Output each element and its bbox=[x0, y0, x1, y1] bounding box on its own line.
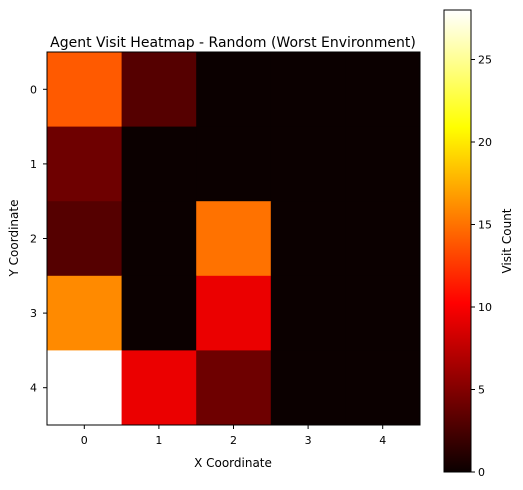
chart-title: Agent Visit Heatmap - Random (Worst Envi… bbox=[50, 35, 416, 51]
colorbar-tick-label: 20 bbox=[478, 136, 492, 149]
heatmap-cell bbox=[270, 350, 346, 426]
heatmap-cell bbox=[345, 52, 421, 128]
y-axis-ticks: 0 1 2 3 4 bbox=[30, 83, 47, 395]
heatmap-cell bbox=[47, 350, 123, 426]
heatmap-cell bbox=[121, 201, 197, 277]
colorbar-tick-label: 0 bbox=[478, 466, 485, 479]
heatmap-cell bbox=[121, 350, 197, 426]
heatmap-cell bbox=[47, 126, 123, 202]
y-tick-label: 2 bbox=[30, 233, 37, 246]
heatmap-cell bbox=[270, 126, 346, 202]
y-tick-label: 1 bbox=[30, 158, 37, 171]
y-tick-label: 0 bbox=[30, 83, 37, 96]
colorbar-tick-label: 5 bbox=[478, 384, 485, 397]
colorbar-ticks: 0 5 10 15 20 25 bbox=[471, 54, 492, 479]
heatmap-cell bbox=[345, 126, 421, 202]
y-axis-label: Y Coordinate bbox=[7, 200, 21, 278]
heatmap-cell bbox=[196, 275, 272, 351]
heatmap-cell bbox=[121, 126, 197, 202]
heatmap-cell bbox=[121, 275, 197, 351]
colorbar-tick-label: 25 bbox=[478, 54, 492, 67]
x-axis-ticks: 0 1 2 3 4 bbox=[81, 425, 386, 447]
heatmap-cell bbox=[196, 126, 272, 202]
heatmap-cell bbox=[47, 275, 123, 351]
heatmap-cell bbox=[270, 275, 346, 351]
x-tick-label: 0 bbox=[81, 434, 88, 447]
x-axis-label: X Coordinate bbox=[194, 456, 272, 470]
colorbar-tick-label: 15 bbox=[478, 219, 492, 232]
heatmap-cell bbox=[47, 52, 123, 128]
y-tick-label: 3 bbox=[30, 307, 37, 320]
colorbar-label: Visit Count bbox=[500, 208, 514, 273]
heatmap-cells bbox=[47, 52, 421, 426]
heatmap-cell bbox=[196, 52, 272, 128]
colorbar-tick-label: 10 bbox=[478, 301, 492, 314]
heatmap-cell bbox=[345, 275, 421, 351]
x-tick-label: 2 bbox=[230, 434, 237, 447]
heatmap-cell bbox=[47, 201, 123, 277]
x-tick-label: 3 bbox=[305, 434, 312, 447]
heatmap-cell bbox=[345, 350, 421, 426]
heatmap-cell bbox=[196, 201, 272, 277]
heatmap-cell bbox=[121, 52, 197, 128]
heatmap-cell bbox=[345, 201, 421, 277]
heatmap-cell bbox=[270, 201, 346, 277]
y-tick-label: 4 bbox=[30, 382, 37, 395]
heatmap-cell bbox=[196, 350, 272, 426]
heatmap-cell bbox=[270, 52, 346, 128]
x-tick-label: 1 bbox=[155, 434, 162, 447]
x-tick-label: 4 bbox=[379, 434, 386, 447]
colorbar bbox=[443, 9, 472, 473]
